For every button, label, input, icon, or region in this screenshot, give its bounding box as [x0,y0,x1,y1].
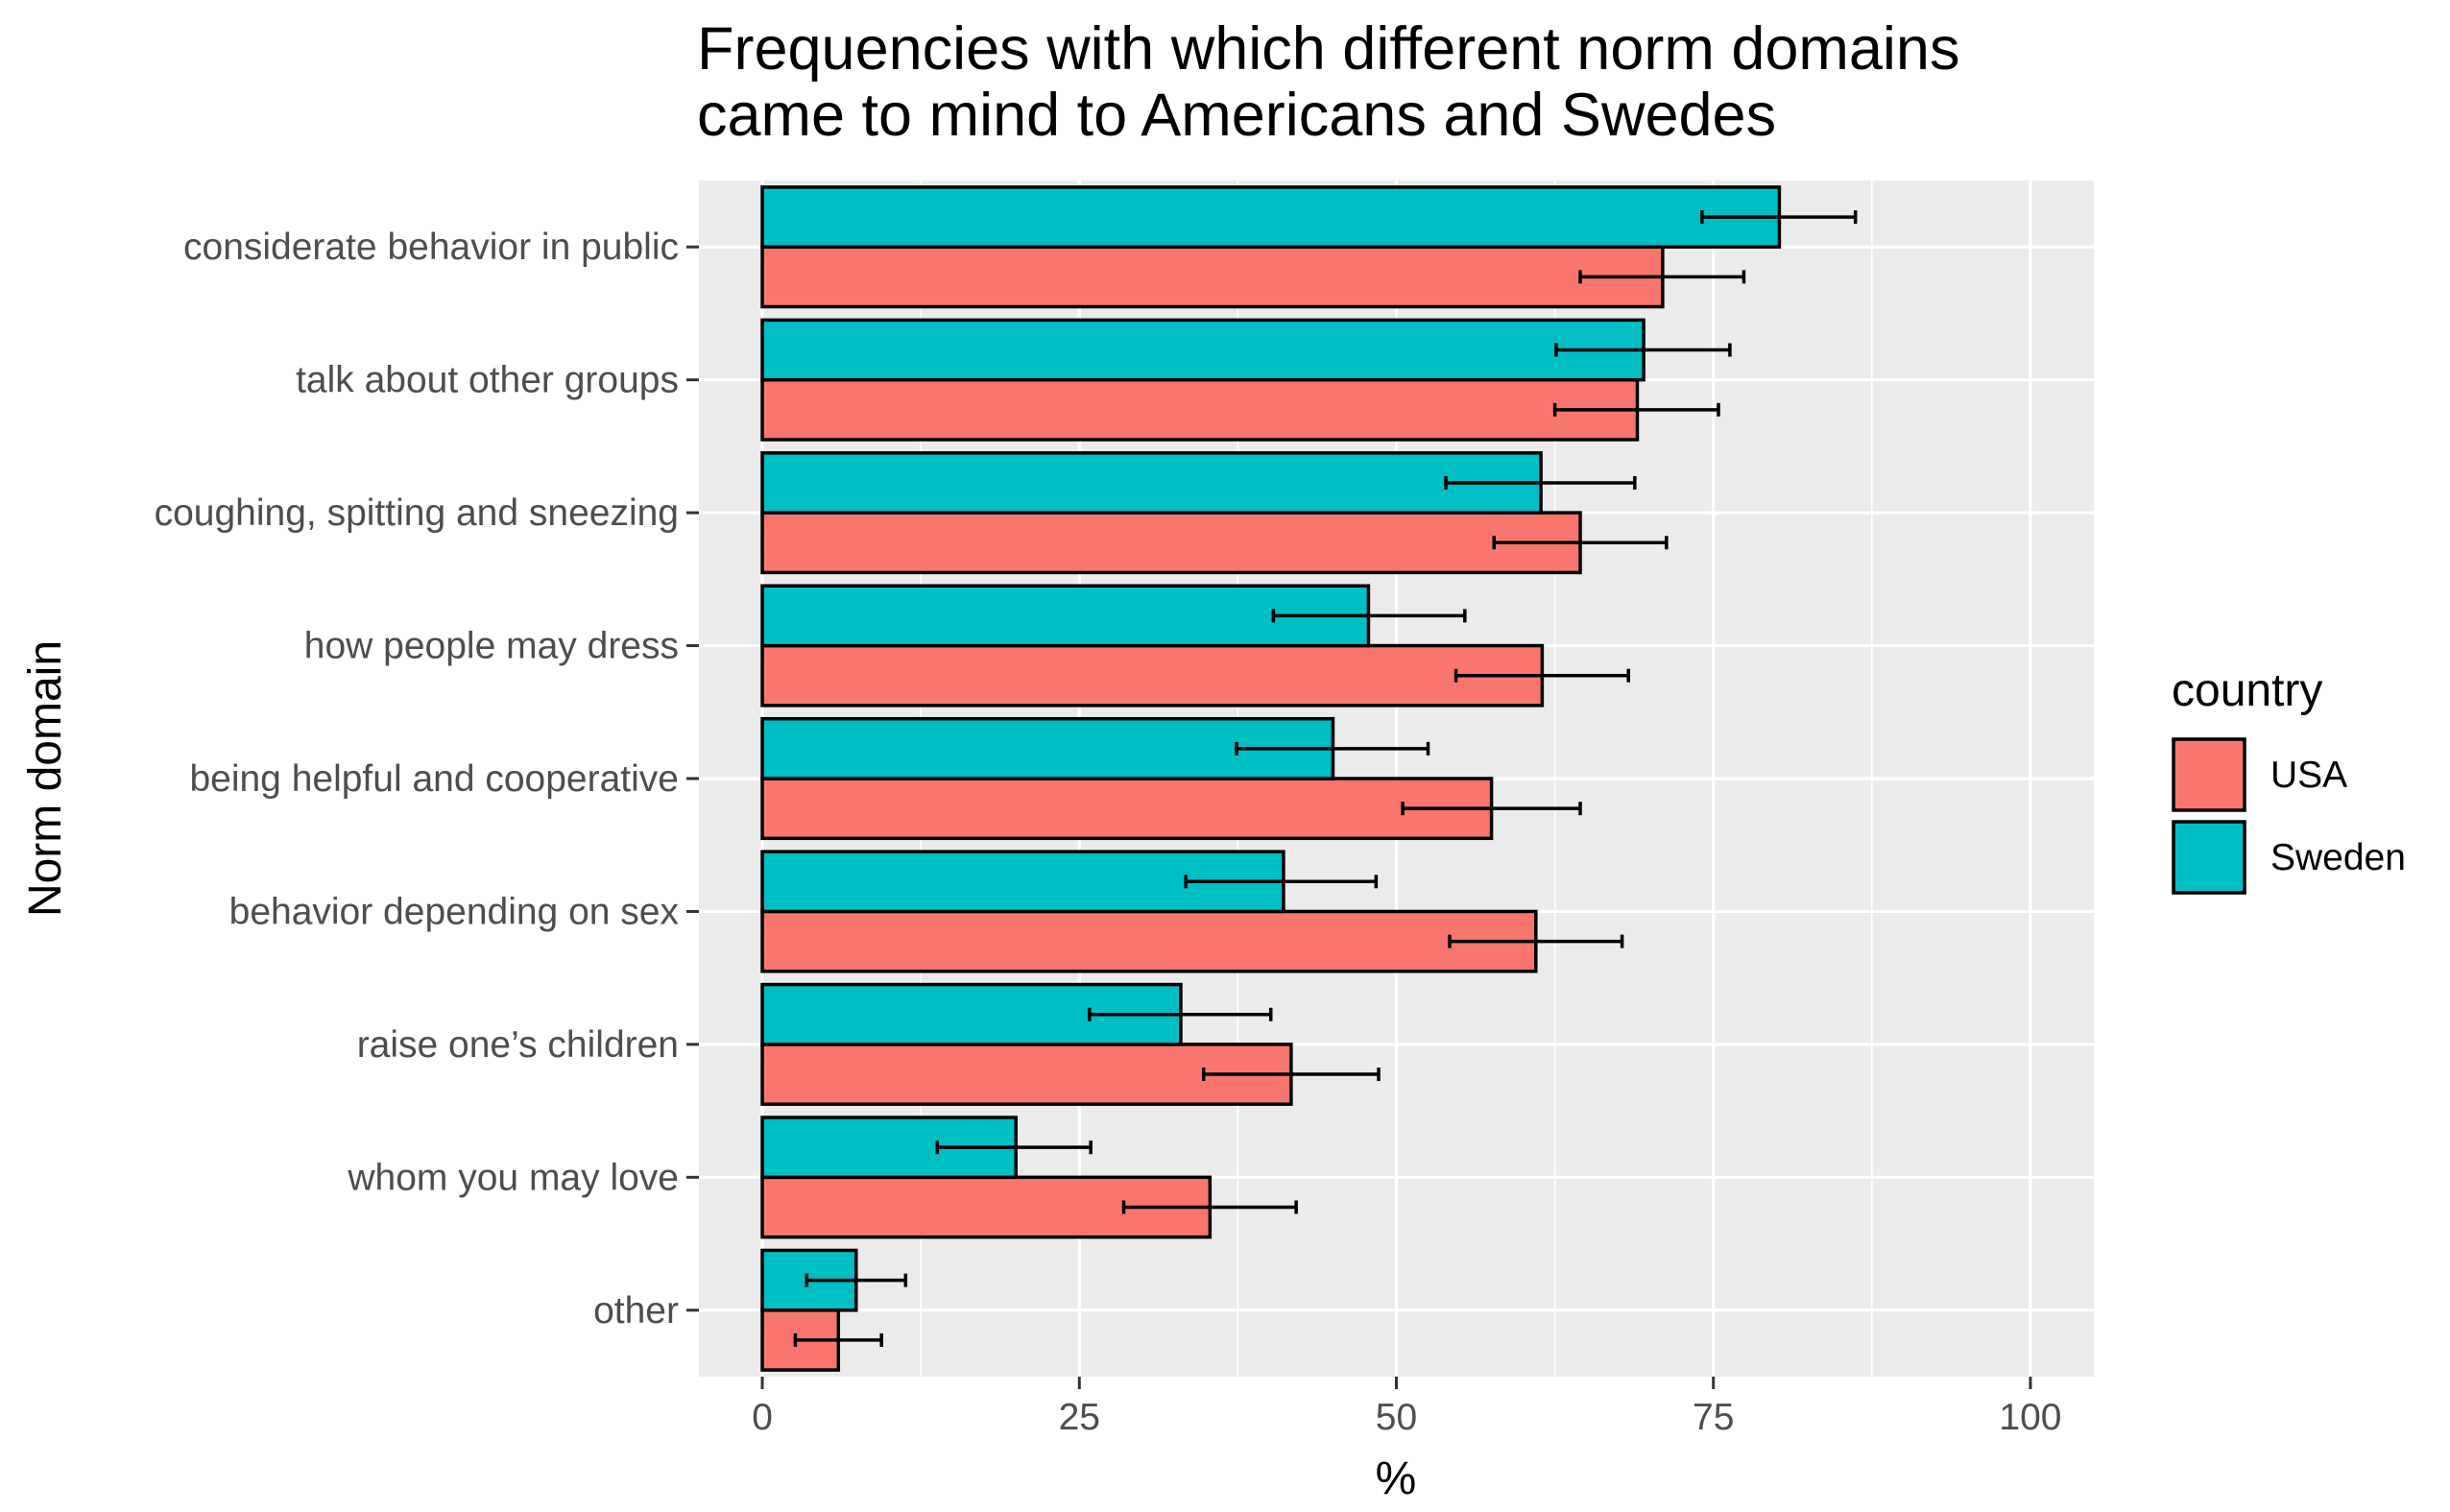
y-tick-label: whom you may love [347,1157,679,1198]
legend-label-sweden: Sweden [2270,837,2406,878]
y-tick-label: being helpful and cooperative [189,758,679,800]
bar-usa [760,245,1665,309]
y-tick-label: behavior depending on sex [229,891,680,932]
y-tick-label: talk about other groups [296,360,679,401]
chart-title-line-2: came to mind to Americans and Swedes [697,82,1776,149]
y-tick-label: other [593,1290,679,1332]
x-tick-label: 50 [1376,1397,1417,1438]
y-tick-label: coughing, spitting and sneezing [155,492,679,534]
x-tick-label: 25 [1059,1397,1100,1438]
legend-title: country [2172,665,2322,716]
x-axis: 0 25 50 75 100 [752,1377,2061,1438]
x-tick-label: 0 [752,1397,773,1438]
legend-swatch-sweden [2172,820,2246,895]
bar-usa [760,909,1538,973]
y-axis-title: Norm domain [20,640,71,917]
bars [760,185,1782,1372]
legend-swatch-usa [2172,737,2246,812]
chart-title-line-1: Frequencies with which different norm do… [697,15,1959,83]
x-tick-label: 75 [1693,1397,1734,1438]
x-axis-title: % [1376,1453,1417,1504]
bar-usa [760,643,1545,708]
error-bars [793,210,1858,1347]
bar-sweden [760,451,1543,515]
bar-usa [760,777,1494,841]
bar-usa [760,377,1640,442]
x-tick-label: 100 [1999,1397,2061,1438]
legend: country USA Sweden [2172,665,2406,895]
y-axis: considerate behavior in public talk about… [155,227,699,1332]
legend-label-usa: USA [2270,755,2347,796]
bar-sweden [760,185,1782,249]
y-tick-label: how people may dress [304,626,679,667]
bar-usa [760,511,1582,575]
bar-sweden [760,318,1645,382]
bar-sweden [760,982,1183,1046]
y-tick-label: raise one’s children [357,1024,679,1066]
y-tick-label: considerate behavior in public [183,227,679,268]
bar-sweden [760,584,1371,648]
